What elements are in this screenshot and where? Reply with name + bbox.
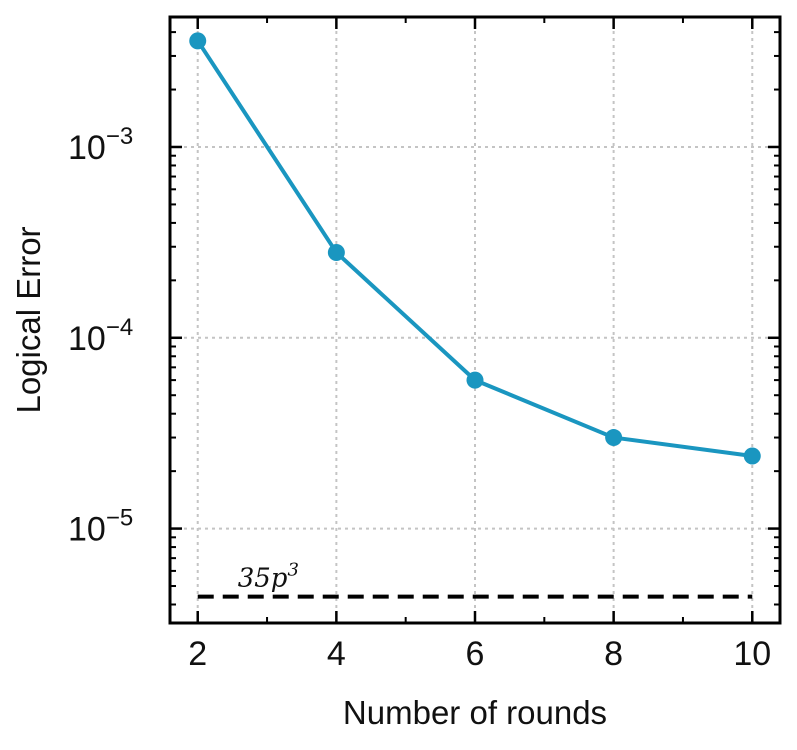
y-tick-label: 10−5 [68, 505, 133, 549]
reference-label-base: 35p [238, 564, 288, 594]
grid [170, 17, 780, 623]
y-tick-exponent: −3 [106, 123, 133, 150]
x-tick-label: 8 [604, 635, 623, 673]
y-tick-label: 10−4 [68, 314, 133, 358]
x-tick-label: 10 [733, 635, 771, 673]
reference-label-exponent: 3 [287, 560, 298, 581]
data-point [189, 32, 207, 50]
y-tick-base: 10 [68, 129, 106, 167]
x-tick-label: 6 [466, 635, 485, 673]
x-tick-label: 2 [188, 635, 207, 673]
y-tick-base: 10 [68, 320, 106, 358]
reference-line-label: 35p3 [238, 560, 299, 594]
y-tick-exponent: −5 [106, 505, 133, 532]
y-axis-label: Logical Error [10, 226, 47, 413]
data-point [327, 243, 345, 261]
y-tick-base: 10 [68, 511, 106, 549]
y-tick-label: 10−3 [68, 123, 133, 167]
plot-frame [168, 15, 782, 625]
reference-line-group: 35p3 [197, 560, 753, 599]
y-tick-labels: 10−510−410−3 [68, 123, 133, 549]
data-series [189, 32, 761, 465]
x-tick-labels: 2 4 6 8 10 [188, 635, 771, 673]
y-tick-exponent: −4 [106, 314, 133, 341]
data-point [605, 429, 623, 447]
x-tick-label: 4 [327, 635, 346, 673]
major-ticks [170, 17, 780, 623]
data-point [743, 447, 761, 465]
data-point [466, 371, 484, 389]
x-axis-label: Number of rounds [343, 694, 607, 731]
